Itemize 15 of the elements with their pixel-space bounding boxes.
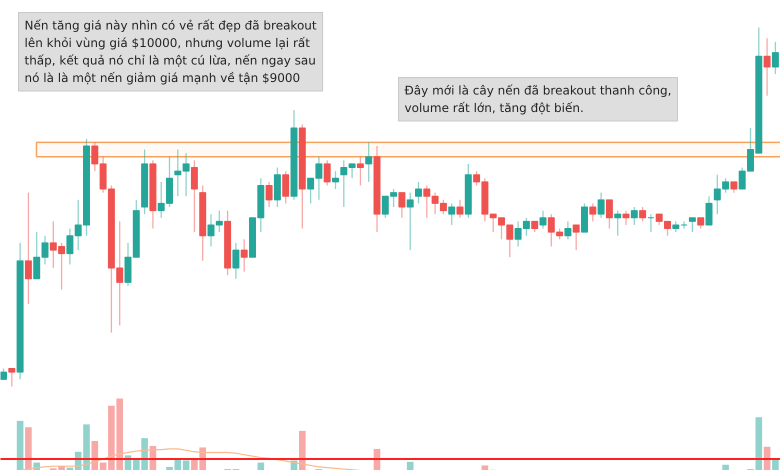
bar <box>482 465 488 470</box>
bar <box>16 420 24 470</box>
bar <box>298 430 306 470</box>
bar <box>406 462 414 470</box>
annotation: Nến tăng giá này nhìn có vẻ rất đẹp đã breakout lên khỏi vùng giá $10000, nhưng volume lại rất thấp, kết quả nó chỉ là một cú lừa, nến ngay sau nó là là một nến giảm giá mạnh về tận $9000 <box>24 18 317 85</box>
bar <box>257 462 264 470</box>
bar <box>191 460 198 470</box>
bar <box>25 427 32 470</box>
bar <box>722 464 729 470</box>
bar <box>374 448 380 470</box>
bar <box>182 460 190 470</box>
annotation: Đây mới là cây nến đã breakout thanh công, volume rất lớn, tăng đột biến. <box>404 84 672 115</box>
bar <box>772 460 779 470</box>
bar <box>116 398 124 470</box>
bar <box>764 446 770 470</box>
